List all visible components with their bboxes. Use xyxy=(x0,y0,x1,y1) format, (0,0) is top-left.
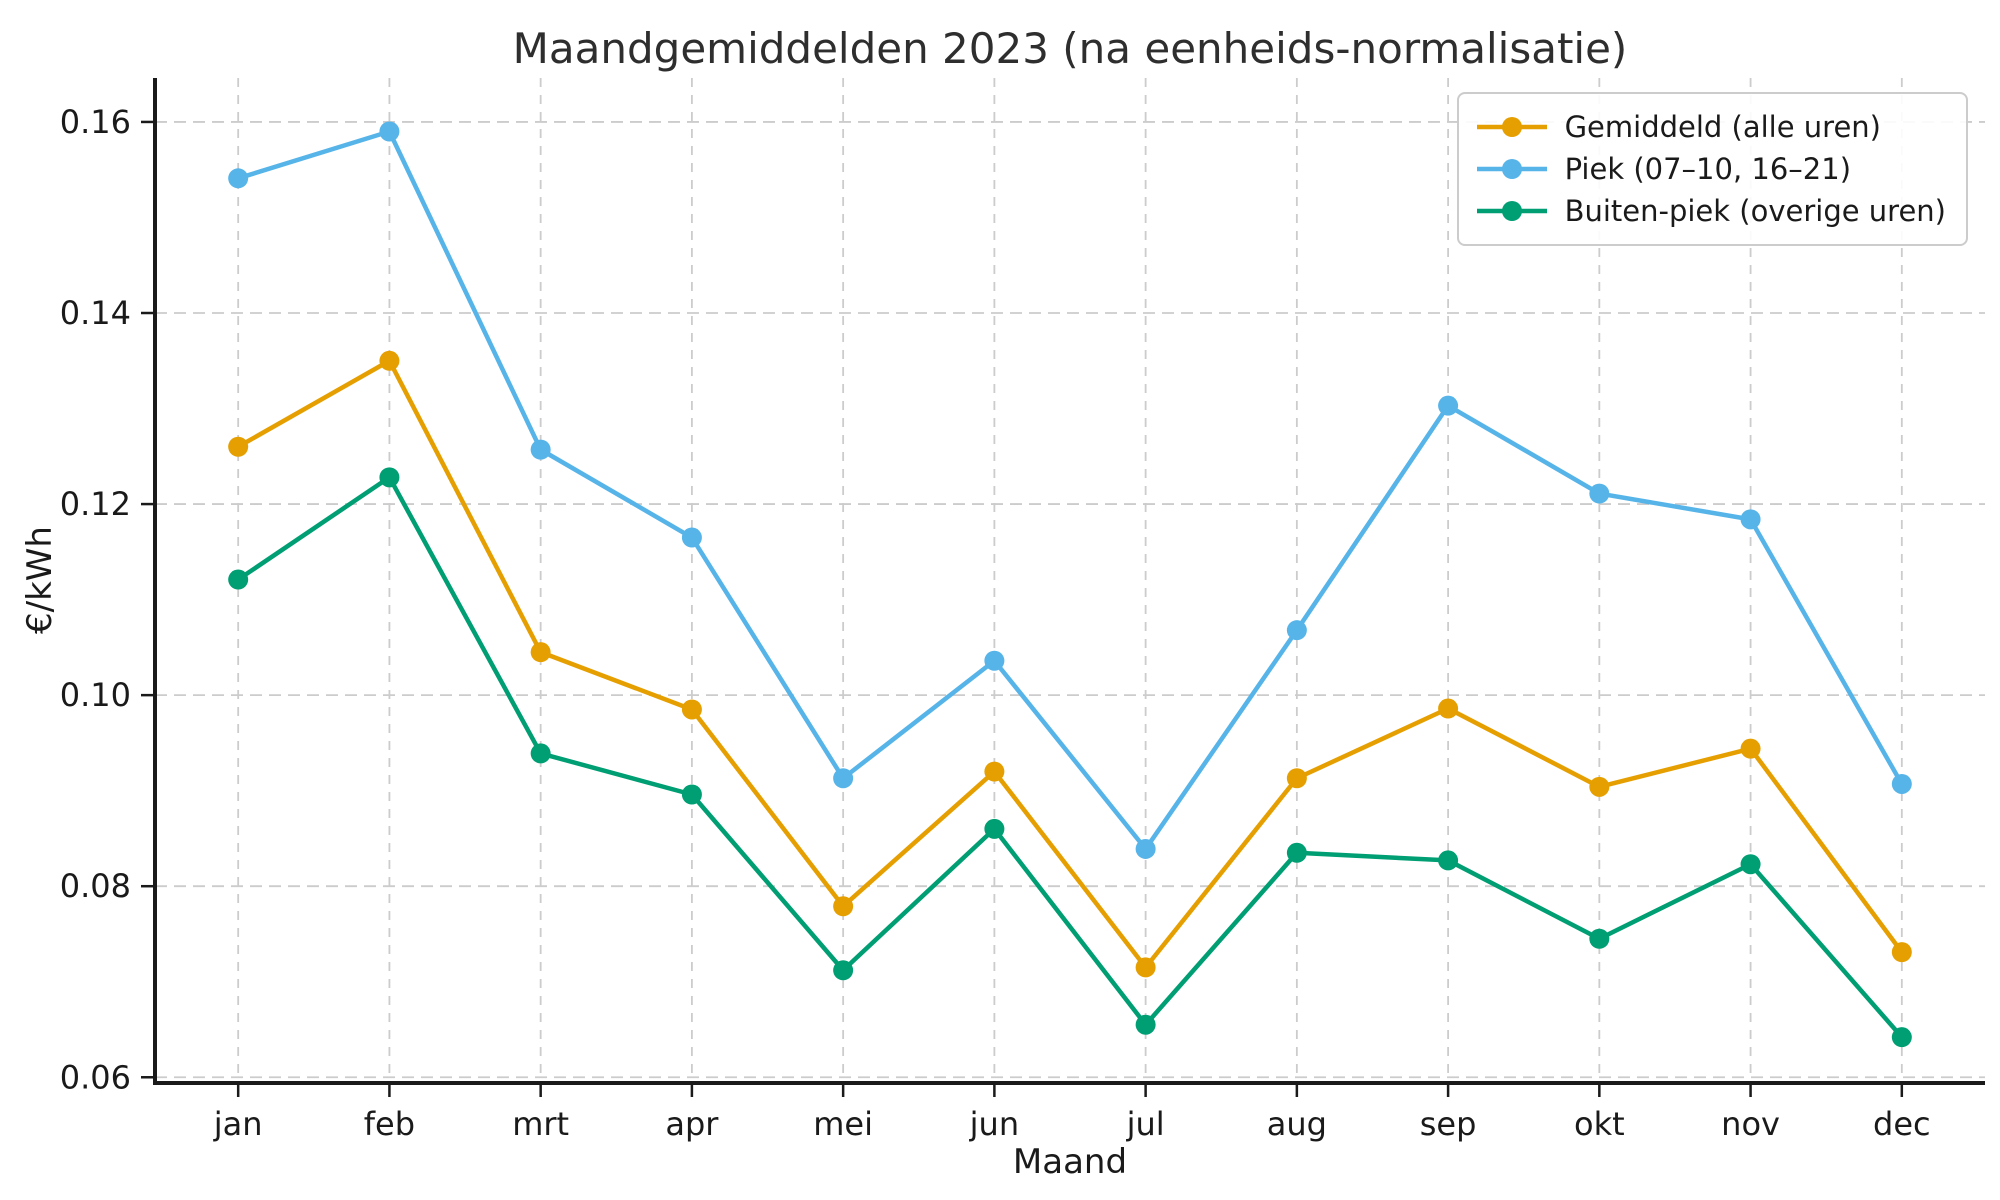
data-point-marker xyxy=(1740,738,1761,759)
x-tick-label: aug xyxy=(1267,1105,1327,1143)
series-line xyxy=(235,358,1905,970)
x-tick-label: mrt xyxy=(512,1105,569,1143)
data-point-marker xyxy=(530,642,551,663)
data-point-marker xyxy=(228,436,249,457)
y-tick-label: 0.16 xyxy=(60,103,131,141)
legend-item: Buiten-piek (overige uren) xyxy=(1473,190,1946,232)
data-point-marker xyxy=(1135,838,1156,859)
series-line xyxy=(235,129,1905,852)
data-point-marker xyxy=(1891,1027,1912,1048)
x-tick-label: sep xyxy=(1420,1105,1477,1143)
data-point-marker xyxy=(228,569,249,590)
data-point-marker xyxy=(379,467,400,488)
x-tick-label: apr xyxy=(665,1105,719,1143)
data-point-marker xyxy=(1891,942,1912,963)
legend-line-swatch xyxy=(1476,159,1547,179)
data-point-marker xyxy=(530,439,551,460)
data-point-marker xyxy=(1135,957,1156,978)
data-point-marker xyxy=(379,350,400,371)
legend-marker xyxy=(1501,201,1522,221)
x-tick-label: jun xyxy=(969,1105,1019,1143)
y-axis-label: €/kWh xyxy=(20,526,60,634)
data-point-marker xyxy=(681,527,702,548)
x-tick-label: jan xyxy=(213,1105,263,1143)
data-point-marker xyxy=(984,650,1005,671)
x-tick-label: jul xyxy=(1126,1105,1165,1143)
data-point-marker xyxy=(984,761,1005,782)
data-point-marker xyxy=(1135,1014,1156,1035)
y-tick-label: 0.14 xyxy=(60,294,131,332)
data-point-marker xyxy=(833,960,854,981)
x-axis-label: Maand xyxy=(1012,1142,1128,1182)
y-tick-label: 0.12 xyxy=(60,485,131,523)
x-tick-label: okt xyxy=(1574,1105,1625,1143)
y-tick-label: 0.08 xyxy=(60,867,131,905)
legend-line-swatch xyxy=(1476,117,1547,137)
data-point-marker xyxy=(1438,395,1459,416)
data-point-marker xyxy=(1286,620,1307,641)
legend-label: Gemiddeld (alle uren) xyxy=(1564,110,1882,144)
data-point-marker xyxy=(1740,509,1761,530)
data-point-marker xyxy=(1589,776,1610,797)
data-point-marker xyxy=(833,896,854,917)
data-point-marker xyxy=(228,168,249,189)
legend-marker xyxy=(1501,117,1522,137)
data-point-marker xyxy=(1286,842,1307,863)
x-tick-label: nov xyxy=(1721,1105,1780,1143)
data-point-marker xyxy=(1589,483,1610,504)
legend-line-swatch xyxy=(1476,201,1547,221)
data-point-marker xyxy=(984,818,1005,839)
data-point-marker xyxy=(1438,850,1459,871)
data-point-marker xyxy=(379,121,400,142)
legend-item: Piek (07–10, 16–21) xyxy=(1473,148,1946,190)
legend-item: Gemiddeld (alle uren) xyxy=(1473,106,1946,148)
x-tick-label: dec xyxy=(1873,1105,1931,1143)
data-point-marker xyxy=(1891,773,1912,794)
legend-label: Piek (07–10, 16–21) xyxy=(1564,152,1852,186)
data-point-marker xyxy=(833,768,854,789)
y-tick-label: 0.10 xyxy=(60,676,131,714)
legend-marker xyxy=(1501,159,1522,179)
data-point-marker xyxy=(530,743,551,764)
chart-title: Maandgemiddelden 2023 (na eenheids-norma… xyxy=(512,24,1628,73)
x-tick-label: feb xyxy=(364,1105,415,1143)
data-point-marker xyxy=(1286,768,1307,789)
series-line xyxy=(235,475,1905,1040)
data-point-marker xyxy=(1438,698,1459,719)
legend: Gemiddeld (alle uren) Piek (07–10, 16–21)… xyxy=(1456,92,1968,246)
data-point-marker xyxy=(1589,928,1610,949)
legend-label: Buiten-piek (overige uren) xyxy=(1564,194,1946,228)
y-tick-label: 0.06 xyxy=(60,1058,131,1096)
data-point-marker xyxy=(1740,854,1761,875)
data-point-marker xyxy=(681,699,702,720)
data-point-marker xyxy=(681,784,702,805)
x-tick-label: mei xyxy=(813,1105,873,1143)
